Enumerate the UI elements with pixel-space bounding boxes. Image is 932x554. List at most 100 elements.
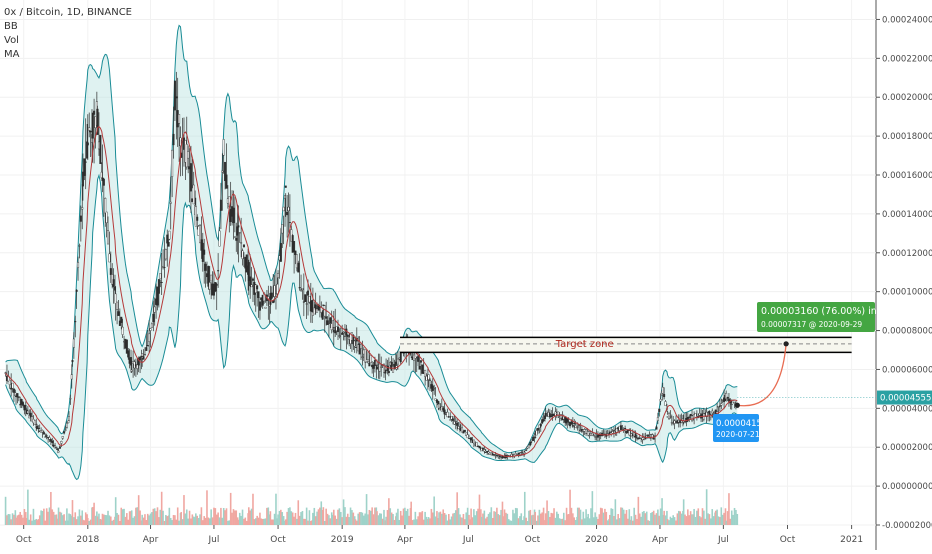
candle-body[interactable] <box>465 432 468 437</box>
candle-body[interactable] <box>354 346 357 348</box>
candle-body[interactable] <box>19 404 22 406</box>
candle-body[interactable] <box>192 184 195 205</box>
candle-body[interactable] <box>54 445 57 448</box>
candle-body[interactable] <box>520 452 523 454</box>
candle-body[interactable] <box>358 343 361 355</box>
candle-body[interactable] <box>417 356 420 362</box>
candle-body[interactable] <box>84 161 87 163</box>
candle-body[interactable] <box>162 266 165 268</box>
candle-body[interactable] <box>427 374 430 380</box>
candle-body[interactable] <box>16 393 19 398</box>
candle-body[interactable] <box>121 326 124 335</box>
candle-body[interactable] <box>91 112 94 139</box>
candle-body[interactable] <box>139 356 142 361</box>
candle-body[interactable] <box>11 382 14 389</box>
candle-body[interactable] <box>510 454 513 458</box>
candle-body[interactable] <box>321 311 324 320</box>
candle-body[interactable] <box>343 335 346 338</box>
candle-body[interactable] <box>143 354 146 356</box>
candle-body[interactable] <box>72 338 75 348</box>
candle-body[interactable] <box>637 438 640 440</box>
candle-body[interactable] <box>450 416 453 420</box>
candle-body[interactable] <box>720 403 723 406</box>
candle-body[interactable] <box>57 450 60 453</box>
candle-body[interactable] <box>393 364 396 370</box>
candle-body[interactable] <box>149 328 152 331</box>
candle-body[interactable] <box>51 440 54 443</box>
candle-body[interactable] <box>421 364 424 374</box>
candle-body[interactable] <box>534 436 537 438</box>
candle-body[interactable] <box>96 108 99 135</box>
last-price-tag[interactable] <box>877 390 932 405</box>
candle-body[interactable] <box>435 399 438 403</box>
candle-body[interactable] <box>171 149 174 177</box>
candle-body[interactable] <box>302 301 305 303</box>
candle-body[interactable] <box>284 185 287 188</box>
candle-body[interactable] <box>372 364 375 369</box>
candle-body[interactable] <box>576 426 579 428</box>
candle-body[interactable] <box>711 410 714 414</box>
candle-body[interactable] <box>146 345 149 347</box>
candle-body[interactable] <box>104 198 107 214</box>
candle-body[interactable] <box>364 349 367 363</box>
candle-body[interactable] <box>233 236 236 238</box>
candle-body[interactable] <box>548 413 551 418</box>
candle-body[interactable] <box>242 244 245 248</box>
candle-body[interactable] <box>81 171 84 187</box>
candle-body[interactable] <box>376 366 379 370</box>
candle-body[interactable] <box>588 431 591 433</box>
candle-body[interactable] <box>251 278 254 281</box>
candle-body[interactable] <box>35 425 38 429</box>
candle-body[interactable] <box>235 238 238 241</box>
projection-callout[interactable] <box>757 302 875 332</box>
candle-body[interactable] <box>108 253 111 263</box>
candle-body[interactable] <box>336 326 339 333</box>
candle-body[interactable] <box>142 356 145 360</box>
candle-body[interactable] <box>164 249 167 260</box>
candle-body[interactable] <box>542 419 545 421</box>
candle-body[interactable] <box>210 274 213 282</box>
candle-body[interactable] <box>157 279 160 294</box>
candle-body[interactable] <box>442 407 445 411</box>
candle-body[interactable] <box>689 414 692 417</box>
legend-indicator-ma[interactable]: MA <box>4 49 20 60</box>
candle-body[interactable] <box>141 353 144 357</box>
candle-body[interactable] <box>58 446 61 449</box>
candle-body[interactable] <box>635 437 638 439</box>
candle-body[interactable] <box>649 433 652 435</box>
candle-body[interactable] <box>438 403 441 409</box>
candle-body[interactable] <box>733 402 736 404</box>
candle-body[interactable] <box>63 431 66 434</box>
candle-body[interactable] <box>64 429 67 431</box>
candle-body[interactable] <box>125 339 128 354</box>
candle-body[interactable] <box>506 454 509 456</box>
candle-body[interactable] <box>20 399 23 405</box>
candle-body[interactable] <box>705 411 708 417</box>
candle-body[interactable] <box>691 415 694 421</box>
candle-body[interactable] <box>495 454 498 456</box>
candle-body[interactable] <box>428 379 431 381</box>
candle-body[interactable] <box>107 230 110 245</box>
candle-body[interactable] <box>237 225 240 228</box>
candle-body[interactable] <box>41 430 44 433</box>
candle-body[interactable] <box>173 80 176 111</box>
candle-body[interactable] <box>277 273 280 278</box>
candle-body[interactable] <box>89 130 92 133</box>
candle-body[interactable] <box>725 392 728 400</box>
candle-body[interactable] <box>112 279 115 287</box>
candle-body[interactable] <box>365 361 368 363</box>
candle-body[interactable] <box>342 332 345 334</box>
candle-body[interactable] <box>634 433 637 438</box>
candle-body[interactable] <box>447 416 450 418</box>
candle-body[interactable] <box>37 427 40 430</box>
candle-body[interactable] <box>664 401 667 406</box>
candle-body[interactable] <box>17 396 20 398</box>
candle-body[interactable] <box>44 436 47 438</box>
candle-body[interactable] <box>24 405 27 407</box>
candle-body[interactable] <box>288 222 291 224</box>
candle-body[interactable] <box>294 250 297 256</box>
candle-body[interactable] <box>269 292 272 305</box>
candle-body[interactable] <box>166 234 169 244</box>
candle-body[interactable] <box>454 421 457 423</box>
